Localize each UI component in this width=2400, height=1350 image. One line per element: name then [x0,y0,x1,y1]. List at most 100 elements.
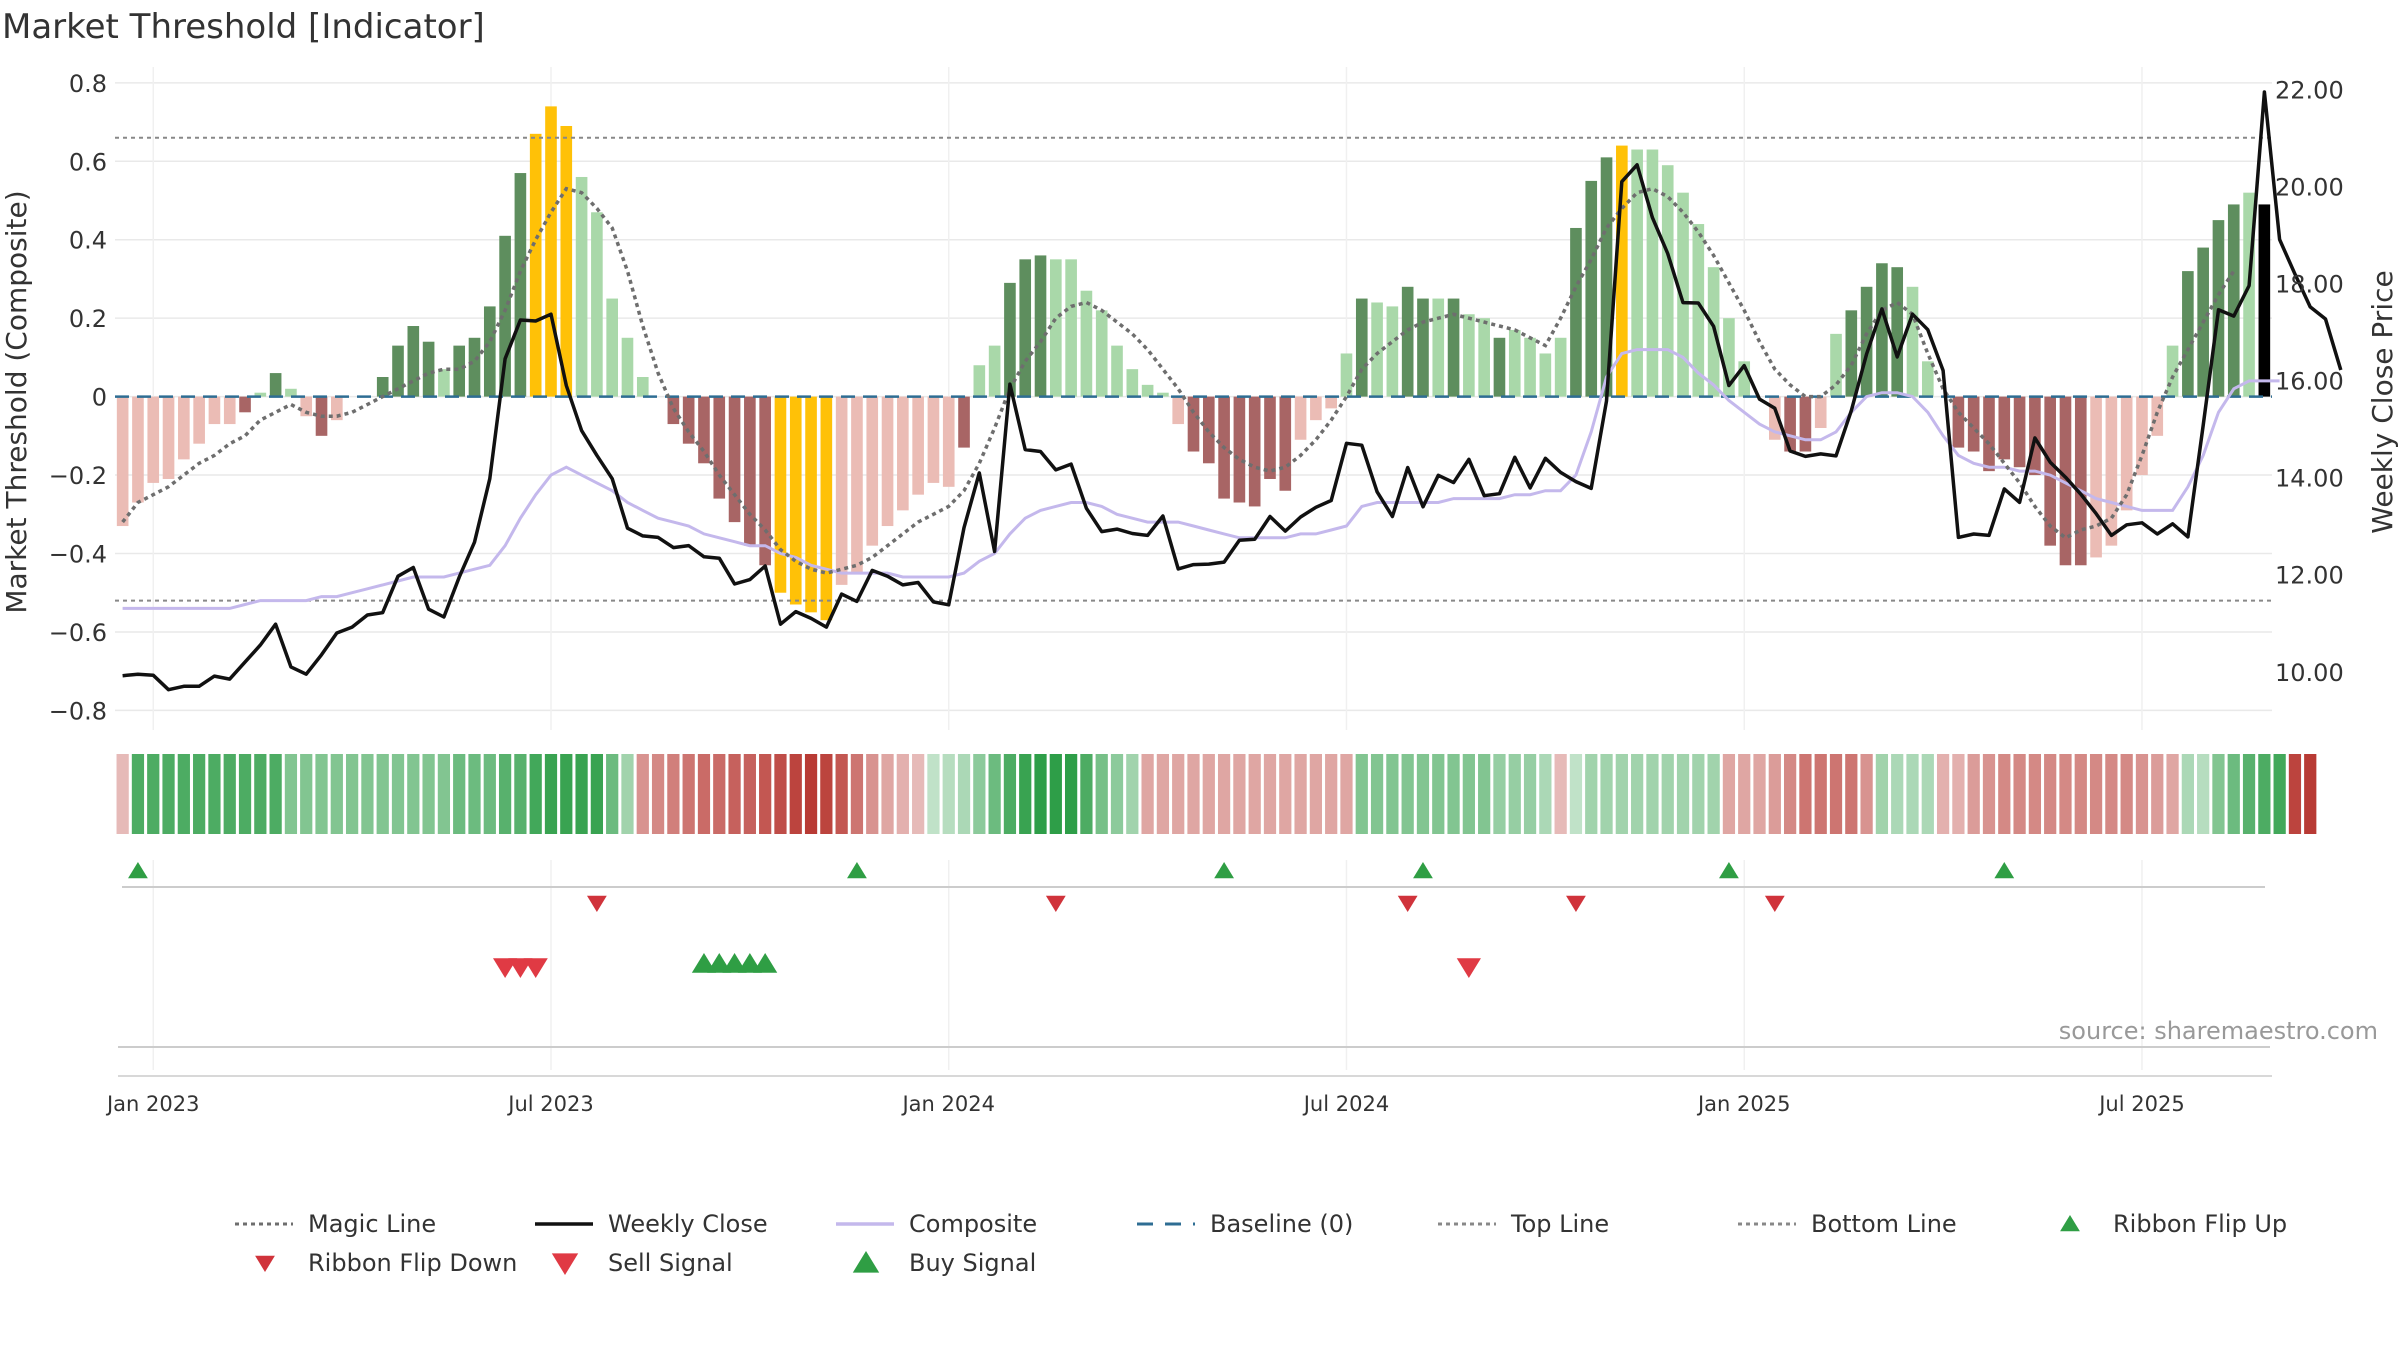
legend-label: Top Line [1510,1210,1609,1238]
x-tick-label: Jul 2025 [2097,1092,2184,1116]
ribbon-cell [391,754,405,834]
legend-label: Sell Signal [608,1249,733,1277]
ribbon-cell [1906,754,1919,834]
histogram-bar [820,396,833,621]
ribbon-cell [835,754,848,834]
ribbon-cell [1646,754,1659,834]
histogram-bar [698,396,710,464]
ribbon-cell [2242,754,2256,834]
histogram-bar [1524,337,1536,397]
y-axis-label: Market Threshold (Composite) [0,190,33,613]
ribbon-cell [621,754,634,834]
ribbon-cell [575,754,588,834]
ribbon-cell [1034,754,1047,834]
histogram-bar [1248,396,1261,507]
histogram-bar [1264,396,1276,479]
histogram-bar [774,396,787,593]
histogram-bar [2105,396,2118,546]
ribbon-cell [759,754,772,834]
histogram-bar [1860,286,1873,397]
ribbon-cell [789,754,802,834]
legend-label: Baseline (0) [1210,1210,1353,1238]
histogram-bar [2059,396,2072,566]
histogram-bar [1508,329,1521,397]
ribbon-cell [1462,754,1475,834]
histogram-bar [239,396,251,413]
histogram-bar [621,337,634,397]
histogram-bar [1294,396,1307,440]
ribbon-cell [1615,754,1628,834]
legend-swatch [852,1251,880,1273]
legend-swatch [255,1255,275,1272]
ribbon-cell [498,754,512,834]
ribbon-cell [942,754,955,834]
histogram-bar [575,176,588,397]
ribbon-cell [1692,754,1705,834]
ribbon-cell [193,754,206,834]
histogram-bar [178,396,190,460]
ribbon-cell [1416,754,1430,834]
ribbon-cell [2044,754,2057,834]
histogram-bar [1157,392,1169,397]
ribbon-cell [131,754,145,834]
y2-tick-label: 14.00 [2275,465,2344,493]
histogram-bar [1447,298,1460,397]
ribbon-cell [1478,754,1491,834]
histogram-bar [1050,259,1062,397]
histogram-bar [1983,396,1995,472]
histogram-bar [1310,396,1322,421]
ribbon-cell [743,754,756,834]
ribbon-cell [881,754,894,834]
y-tick-label: 0.2 [69,305,107,333]
ribbon-cell [1845,754,1858,834]
ribbon-flip-up-marker [1719,862,1739,879]
ribbon-cell [453,754,466,834]
histogram-bar [1386,306,1399,397]
histogram-bar [193,396,205,444]
histogram-bar [2166,345,2179,397]
histogram-bar [147,396,160,483]
histogram-bar [468,337,481,397]
ribbon-cell [1233,754,1246,834]
histogram-bar [927,396,940,483]
y2-tick-label: 22.00 [2275,77,2344,105]
ribbon-cell [1952,754,1965,834]
ribbon-cell [606,754,619,834]
ribbon-cell [697,754,711,834]
ribbon-cell [2273,754,2286,834]
histogram-bar [606,298,618,397]
histogram-bar [1141,384,1154,397]
y-tick-label: 0.4 [69,227,107,255]
histogram-bar [851,396,863,574]
ribbon-cell [1003,754,1017,834]
ribbon-cell [1600,754,1613,834]
legend-item: Top Line [1438,1210,1609,1238]
histogram-bar [376,377,389,397]
ribbon-cell [2074,754,2087,834]
ribbon-cell [1891,754,1904,834]
legend-item: Composite [836,1210,1037,1238]
histogram-bar [1034,255,1047,397]
histogram-bar [1769,396,1781,440]
ribbon-cell [2181,754,2194,834]
legend-item: Ribbon Flip Down [255,1249,517,1277]
histogram-bar [1417,298,1429,397]
ribbon-cell [1172,754,1185,834]
legend-label: Magic Line [308,1210,436,1238]
ribbon-cell [1631,754,1644,834]
ribbon-cell [1829,754,1843,834]
histogram-bar [1738,361,1751,397]
ribbon-cell [2212,754,2225,834]
signals-panel [118,860,2272,1077]
histogram-bar [1799,396,1812,452]
ribbon-cell [544,754,558,834]
ribbon-cell [850,754,864,834]
ribbon-cell [1325,754,1338,834]
ribbon-cell [2135,754,2149,834]
x-tick-label: Jul 2024 [1302,1092,1389,1116]
ribbon-cell [1279,754,1292,834]
ribbon-cell [1202,754,1215,834]
y2-tick-label: 12.00 [2275,562,2344,590]
ribbon-cell [1064,754,1078,834]
